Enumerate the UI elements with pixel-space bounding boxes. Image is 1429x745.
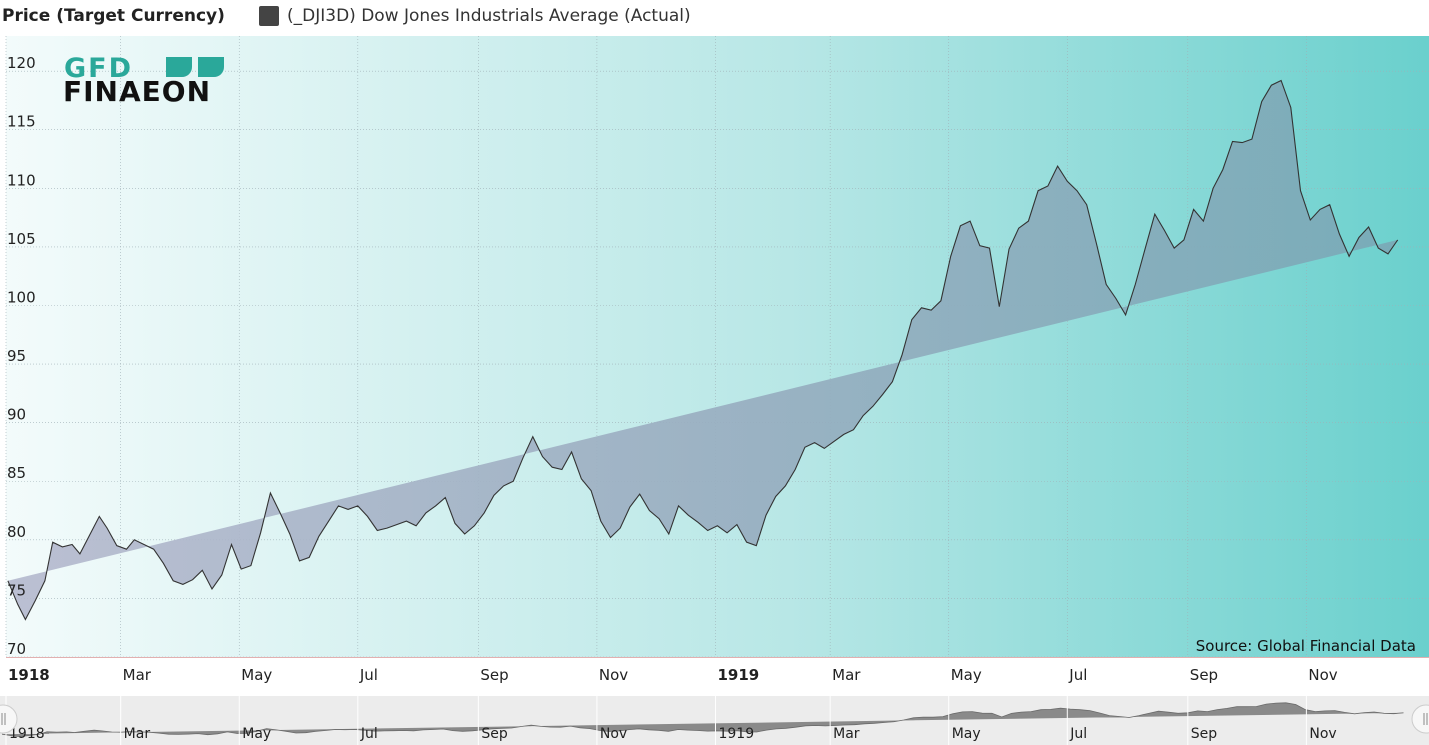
navigator-series-area — [1, 702, 1404, 738]
navigator-tick-label: 1918 — [9, 726, 45, 742]
x-axis-tick-labels: 1918 Mar May Jul Sep Nov 1919 Mar May Jul Sep Nov — [8, 666, 1338, 684]
navigator[interactable]: 1918 Mar May Jul Sep Nov 1919 Mar May Jul Sep Nov — [0, 696, 1429, 745]
legend-bar: Price (Target Currency) (_DJI3D) Dow Jon… — [0, 0, 1429, 34]
navigator-left-handle[interactable] — [0, 704, 18, 734]
navigator-tick-label: Sep — [1191, 726, 1218, 742]
navigator-tick-label: Mar — [124, 726, 151, 742]
logo-bottom-text: FINAEON — [63, 75, 211, 108]
navigator-tick-label: May — [952, 726, 981, 742]
x-tick-label: May — [241, 666, 272, 684]
x-tick-label: Jul — [359, 666, 378, 684]
y-tick-label: 90 — [7, 406, 26, 424]
series-area-dji3d[interactable] — [7, 80, 1398, 620]
source-note: Source: Global Financial Data — [1196, 637, 1416, 655]
navigator-tick-labels: 1918 Mar May Jul Sep Nov 1919 Mar May Jul Sep Nov — [5, 696, 1337, 745]
x-tick-label: Sep — [1190, 666, 1218, 684]
y-tick-label: 105 — [7, 230, 36, 248]
x-tick-label: Nov — [1308, 666, 1337, 684]
navigator-tick-label: Sep — [481, 726, 508, 742]
legend-series-label[interactable]: (_DJI3D) Dow Jones Industrials Average (… — [287, 6, 691, 26]
navigator-right-handle[interactable] — [1411, 704, 1429, 734]
x-tick-label: Mar — [832, 666, 861, 684]
y-tick-label: 110 — [7, 171, 36, 189]
navigator-tick-label: Jul — [1069, 726, 1087, 742]
y-tick-label: 95 — [7, 347, 26, 365]
navigator-tick-label: Nov — [1309, 726, 1336, 742]
y-tick-label: 85 — [7, 464, 26, 482]
y-tick-label: 75 — [7, 581, 26, 599]
y-tick-label: 100 — [7, 288, 36, 306]
series-line-dji3d[interactable] — [7, 79, 1399, 621]
y-tick-label: 120 — [7, 54, 36, 72]
y-tick-label: 115 — [7, 113, 36, 131]
x-tick-label: Nov — [599, 666, 628, 684]
x-tick-label: Mar — [123, 666, 152, 684]
x-tick-label: Jul — [1068, 666, 1087, 684]
navigator-tick-label: Jul — [360, 726, 378, 742]
logo-leaf-icon — [166, 57, 224, 77]
navigator-tick-label: May — [242, 726, 271, 742]
y-axis-tick-labels: 70 75 80 85 90 95 100 105 110 115 120 — [7, 54, 36, 658]
navigator-background — [0, 696, 1429, 745]
x-tick-label: Sep — [480, 666, 508, 684]
logo-top-text: GFD — [64, 53, 133, 84]
y-tick-label: 70 — [7, 640, 26, 658]
x-tick-label: 1919 — [717, 666, 759, 684]
x-tick-label: 1918 — [8, 666, 50, 684]
x-tick-label: May — [951, 666, 982, 684]
navigator-tick-label: Mar — [833, 726, 860, 742]
gfd-finaeon-logo: GFD FINAEON — [63, 53, 224, 108]
legend-title: Price (Target Currency) — [2, 6, 225, 26]
legend-series-swatch[interactable] — [259, 6, 279, 26]
navigator-tick-label: 1919 — [718, 726, 754, 742]
navigator-tick-label: Nov — [600, 726, 627, 742]
y-tick-label: 80 — [7, 523, 26, 541]
